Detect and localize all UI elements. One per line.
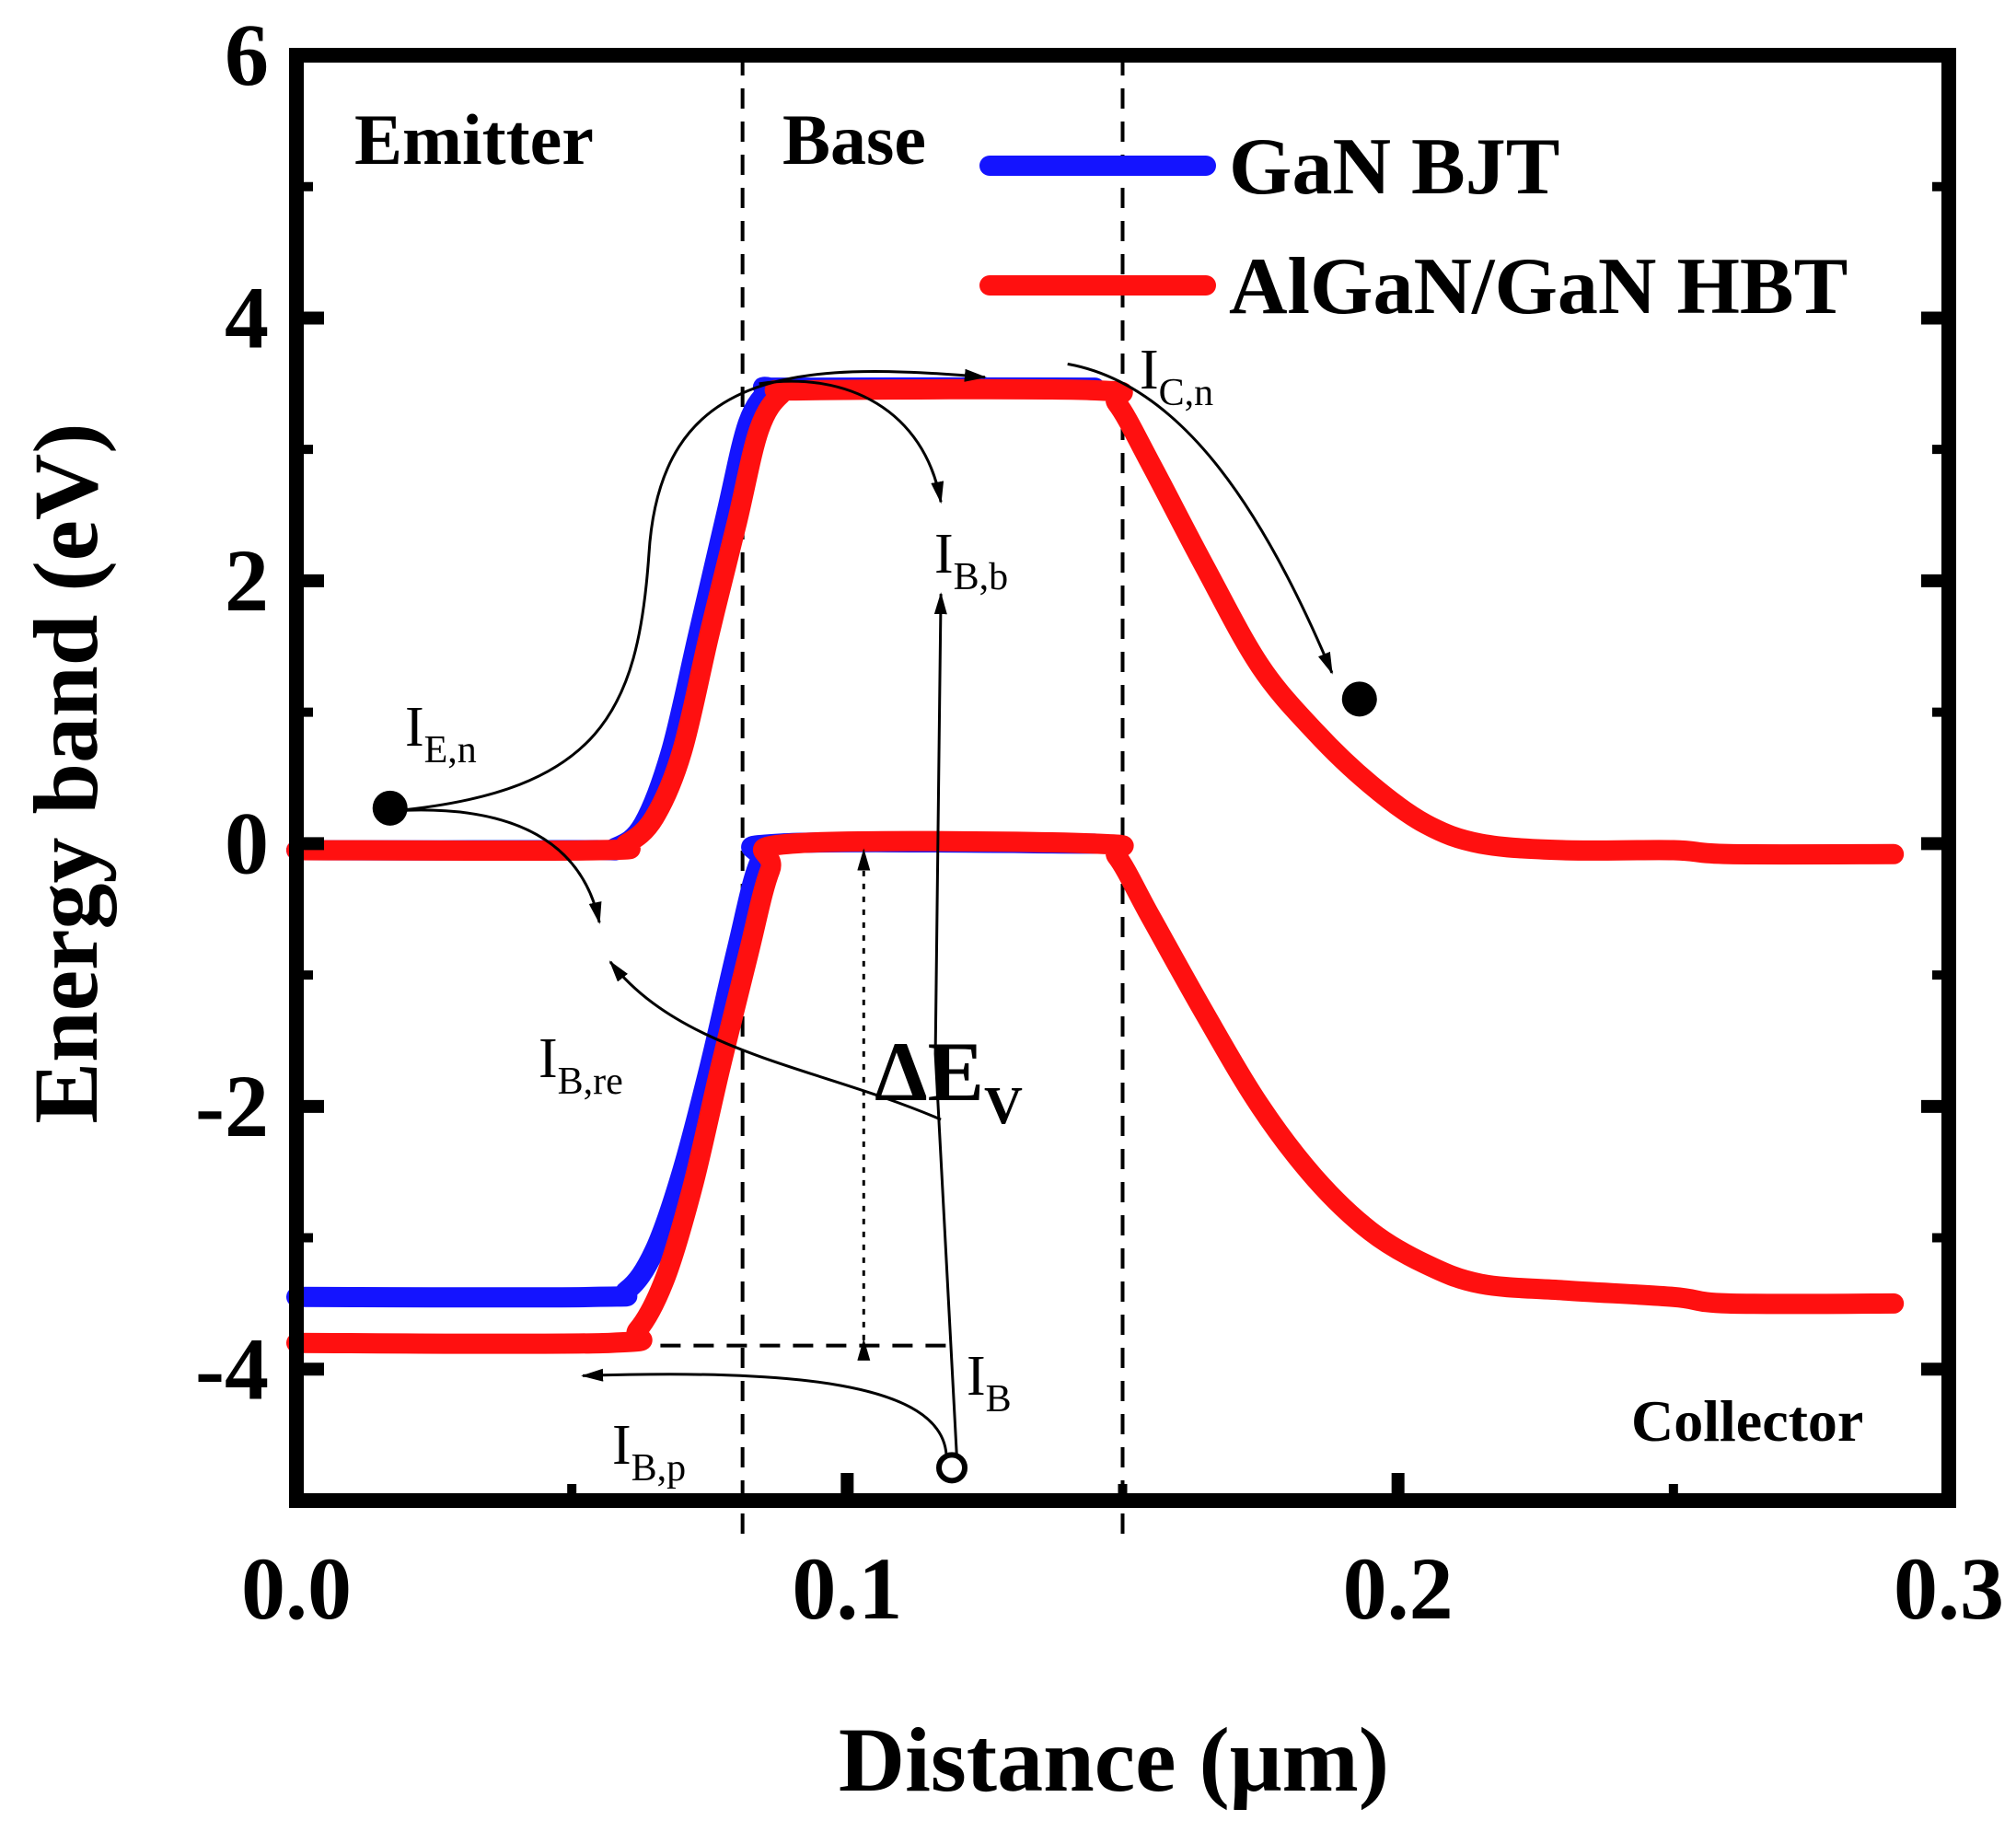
annotation-ib-re: IB,re: [539, 1027, 623, 1103]
region-label-collector: Collector: [1631, 1388, 1863, 1454]
x-tick-label-3: 0.3: [1894, 1539, 2004, 1638]
x-tick-label-0: 0.0: [241, 1539, 352, 1638]
annotation-ie-n: IE,n: [405, 696, 477, 771]
arrow-ib-b: [933, 592, 959, 1468]
arrow-ib-p: [581, 1368, 948, 1455]
arrow-ie-n: [395, 368, 987, 813]
y-tick-label-0: -4: [195, 1319, 269, 1418]
series-1-conduction-band: [286, 377, 1106, 861]
arrow-ic-n: [1067, 362, 1334, 675]
series-2-valence-band: [286, 830, 1905, 1354]
y-tick-label-4: 4: [225, 268, 269, 366]
band-curves: [286, 377, 1905, 1354]
current-arrows: [372, 362, 1377, 1484]
x-tick-label-1: 0.1: [792, 1539, 902, 1638]
annotation-ib-p: IB,p: [612, 1414, 686, 1490]
x-axis-title: Distance (μm): [839, 1709, 1389, 1811]
arrow-ib-b-top: [759, 379, 944, 504]
hole-base: [936, 1452, 968, 1484]
series-2-conduction-band: [286, 378, 1905, 865]
plot-frame: [289, 48, 1956, 1508]
y-tick-label-2: 0: [225, 794, 269, 892]
arrow-ie-recombination: [395, 808, 602, 924]
legend: GaN BJT AlGaN/GaN HBT: [979, 122, 1848, 331]
annotation-ic-n: IC,n: [1140, 339, 1213, 414]
y-axis-title: Energy band (eV): [15, 423, 117, 1123]
legend-label-1: GaN BJT: [1229, 122, 1559, 212]
x-tick-label-2: 0.2: [1343, 1539, 1454, 1638]
region-label-base: Base: [782, 99, 926, 180]
region-label-emitter: Emitter: [354, 99, 594, 180]
annotation-ib-b: IB,b: [934, 523, 1008, 598]
y-tick-label-5: 6: [225, 6, 269, 104]
annotation-delta-ev: ΔEV: [875, 1025, 1023, 1135]
electron-collector: [1341, 681, 1377, 717]
y-tick-label-3: 2: [225, 531, 269, 630]
annotation-ib: IB: [967, 1345, 1012, 1420]
electron-emitter: [372, 790, 408, 826]
arrow-ib-re: [608, 960, 942, 1121]
legend-label-2: AlGaN/GaN HBT: [1229, 242, 1848, 331]
y-tick-label-1: -2: [195, 1057, 269, 1155]
